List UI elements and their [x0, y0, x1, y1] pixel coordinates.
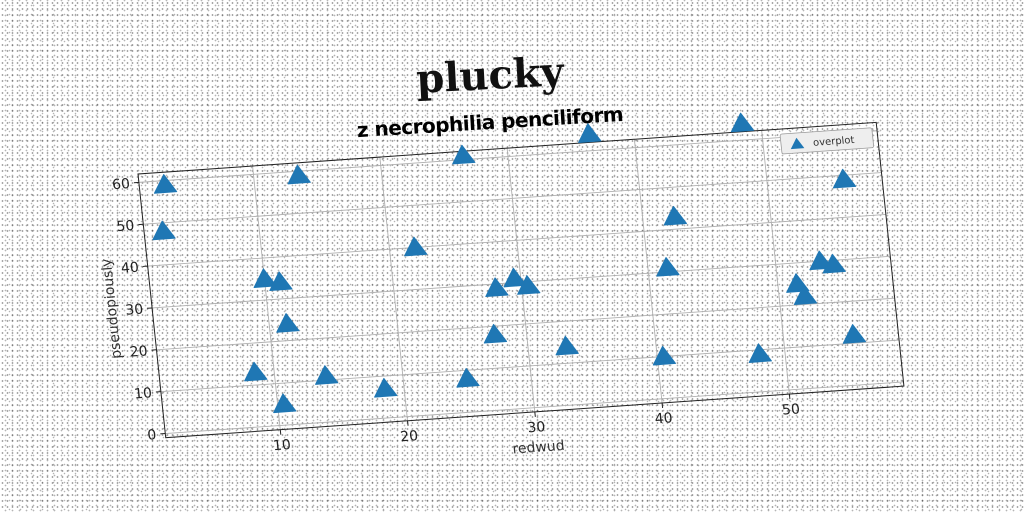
- y-grid-line: [165, 381, 904, 434]
- data-point-triangle: [152, 220, 176, 241]
- x-tick-label: 10: [272, 437, 291, 454]
- data-point-triangle: [822, 253, 846, 274]
- data-point-triangle: [153, 174, 178, 194]
- data-point-triangle: [253, 268, 277, 288]
- data-point-triangle: [503, 267, 527, 288]
- x-tick-mark: [407, 420, 409, 426]
- x-tick-mark: [279, 429, 282, 435]
- data-point-triangle: [730, 112, 755, 133]
- x-tick-mark: [534, 411, 536, 417]
- y-tick-label: 0: [147, 427, 158, 444]
- data-point-triangle: [652, 345, 677, 366]
- data-point-triangle: [485, 277, 509, 298]
- x-axis-ticks: 10 20 30 40 50: [272, 394, 801, 454]
- data-point-triangle: [842, 324, 867, 344]
- data-point-triangle: [555, 335, 579, 356]
- data-point-triangle: [374, 377, 398, 398]
- x-tick-label: 40: [654, 410, 673, 427]
- y-tick-label: 20: [129, 343, 148, 360]
- y-grid-line: [138, 130, 878, 183]
- x-tick-mark: [661, 402, 664, 409]
- x-grid-line: [761, 130, 790, 395]
- data-point-triangle: [287, 164, 311, 185]
- x-tick-label: 50: [781, 401, 800, 418]
- data-point-triangle: [452, 144, 476, 165]
- figure-suptitle: plucky: [415, 48, 565, 103]
- y-grid-line: [143, 172, 882, 225]
- data-point-triangle: [748, 343, 772, 363]
- data-point-triangle: [273, 393, 297, 414]
- plot-area: 10 20 30 40 50 0 10 20 30 40 50 60 redwud pseudopi…: [99, 112, 905, 458]
- data-point-triangle: [793, 285, 818, 305]
- y-tick-label: 30: [125, 302, 144, 319]
- data-point-triangle: [663, 205, 687, 226]
- y-grid-line: [160, 339, 900, 393]
- data-point-triangle: [517, 275, 541, 295]
- data-point-triangle: [483, 323, 508, 344]
- y-grid-line: [156, 297, 895, 351]
- y-axis-ticks: 0 10 20 30 40 50 60: [111, 176, 166, 444]
- x-tick-label: 20: [399, 428, 418, 445]
- y-tick-label: 40: [120, 260, 139, 277]
- x-grid-line: [252, 165, 281, 430]
- data-point-triangle: [832, 168, 857, 189]
- y-tick-label: 10: [133, 385, 152, 402]
- y-grid-line: [147, 214, 886, 267]
- x-tick-mark: [788, 394, 791, 400]
- data-point-triangle: [269, 271, 293, 292]
- data-point-triangle: [456, 367, 480, 388]
- legend: overplot: [779, 127, 875, 155]
- x-tick-label: 30: [527, 419, 546, 436]
- data-points: [152, 112, 867, 414]
- data-point-triangle: [656, 257, 680, 277]
- data-point-triangle: [578, 123, 602, 143]
- x-grid-line: [379, 157, 408, 421]
- data-point-triangle: [404, 236, 428, 257]
- data-point-triangle: [244, 361, 268, 382]
- data-point-triangle: [315, 365, 339, 385]
- legend-entry-overplot: overplot: [813, 135, 856, 149]
- data-point-triangle: [276, 313, 300, 333]
- legend-marker-triangle: [790, 137, 805, 150]
- x-axis-label: redwud: [512, 438, 566, 458]
- y-tick-label: 60: [111, 176, 130, 193]
- y-tick-label: 50: [116, 218, 135, 235]
